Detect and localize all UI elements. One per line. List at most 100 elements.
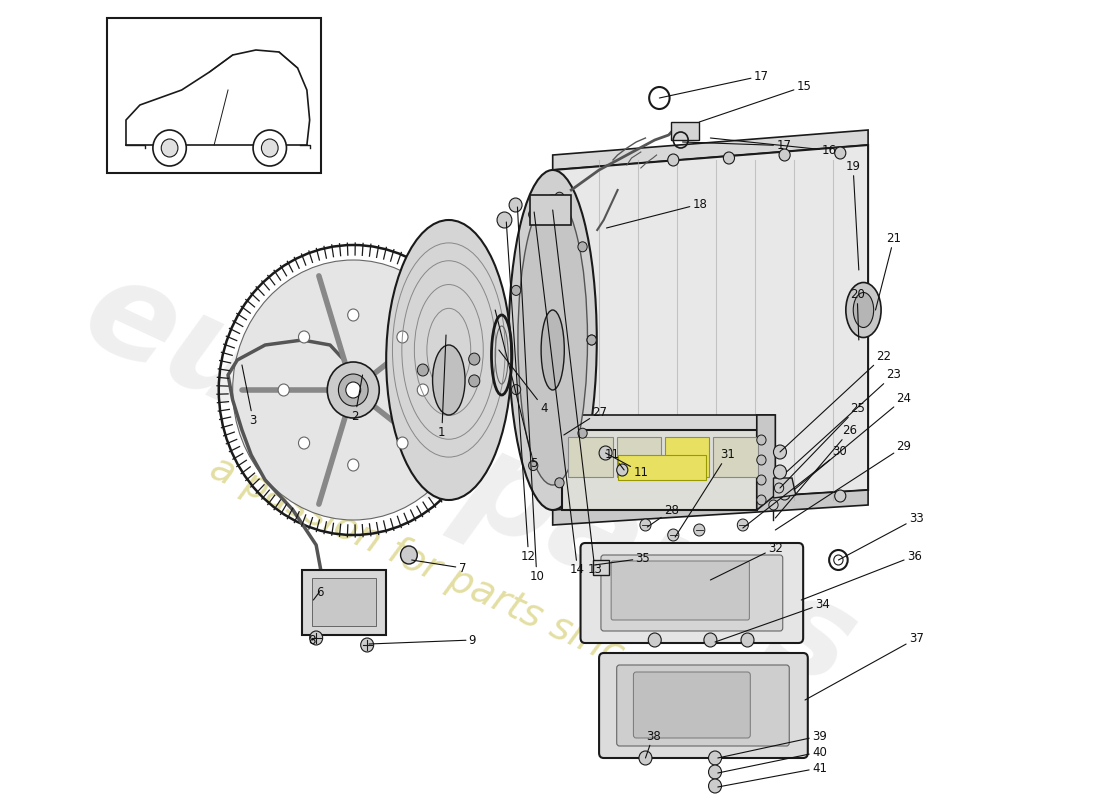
Circle shape — [298, 437, 309, 449]
Circle shape — [708, 765, 722, 779]
Text: 16: 16 — [711, 138, 837, 157]
Circle shape — [668, 529, 679, 541]
Text: 30: 30 — [742, 446, 847, 528]
Circle shape — [774, 483, 783, 493]
Text: 11: 11 — [605, 448, 624, 470]
Bar — [529, 195, 571, 225]
Circle shape — [512, 286, 520, 295]
Circle shape — [587, 335, 596, 345]
Circle shape — [668, 154, 679, 166]
Text: 2: 2 — [351, 375, 363, 422]
Circle shape — [757, 475, 766, 485]
FancyBboxPatch shape — [601, 555, 783, 631]
Circle shape — [278, 384, 289, 396]
Ellipse shape — [854, 293, 873, 327]
Circle shape — [779, 149, 790, 161]
Circle shape — [708, 779, 722, 793]
Circle shape — [529, 210, 538, 219]
Text: 7: 7 — [411, 560, 466, 574]
Bar — [311, 578, 376, 626]
Bar — [302, 570, 386, 635]
Text: 38: 38 — [646, 730, 660, 758]
Bar — [671, 122, 700, 140]
Text: 6: 6 — [314, 586, 323, 600]
Polygon shape — [552, 145, 868, 510]
Circle shape — [529, 461, 538, 470]
Text: 5: 5 — [495, 310, 538, 470]
Bar — [593, 560, 609, 575]
Text: 9: 9 — [368, 634, 476, 646]
Bar — [664, 437, 710, 477]
FancyBboxPatch shape — [581, 543, 803, 643]
Ellipse shape — [541, 310, 564, 390]
Ellipse shape — [432, 345, 465, 415]
Text: 19: 19 — [846, 160, 860, 270]
Polygon shape — [773, 478, 795, 498]
Text: 29: 29 — [776, 440, 912, 530]
Ellipse shape — [508, 170, 597, 510]
Circle shape — [704, 633, 717, 647]
Circle shape — [769, 500, 778, 510]
Polygon shape — [552, 130, 868, 170]
Text: 27: 27 — [564, 406, 607, 435]
Text: 18: 18 — [606, 198, 707, 228]
Text: 35: 35 — [594, 552, 650, 565]
Circle shape — [587, 335, 596, 345]
Bar — [713, 437, 758, 477]
Text: 39: 39 — [718, 730, 827, 758]
Text: 17: 17 — [683, 139, 791, 152]
Circle shape — [737, 519, 748, 531]
Circle shape — [361, 638, 374, 652]
Circle shape — [773, 445, 786, 459]
FancyBboxPatch shape — [617, 665, 789, 746]
Text: 41: 41 — [718, 762, 827, 787]
Text: 20: 20 — [849, 288, 865, 340]
Polygon shape — [552, 490, 868, 525]
Text: 32: 32 — [711, 542, 783, 580]
Circle shape — [835, 147, 846, 159]
Text: 12: 12 — [506, 222, 536, 562]
Bar — [108, 18, 321, 173]
Text: 36: 36 — [801, 550, 922, 600]
Circle shape — [724, 486, 735, 498]
Circle shape — [233, 260, 474, 520]
Text: 23: 23 — [786, 368, 901, 472]
Circle shape — [640, 519, 651, 531]
Ellipse shape — [518, 195, 587, 485]
Circle shape — [512, 385, 520, 394]
Circle shape — [741, 633, 754, 647]
Circle shape — [348, 459, 359, 471]
Text: 15: 15 — [700, 80, 812, 122]
Circle shape — [694, 524, 705, 536]
Text: 4: 4 — [499, 350, 548, 414]
Circle shape — [162, 139, 178, 157]
Circle shape — [328, 362, 380, 418]
Circle shape — [509, 198, 522, 212]
Circle shape — [298, 331, 309, 343]
Circle shape — [153, 130, 186, 166]
Text: 21: 21 — [876, 232, 901, 310]
Circle shape — [724, 152, 735, 164]
Text: 31: 31 — [675, 448, 735, 537]
Text: 17: 17 — [659, 70, 769, 98]
Circle shape — [253, 130, 286, 166]
Circle shape — [417, 384, 428, 396]
Text: 11: 11 — [606, 453, 648, 478]
Circle shape — [497, 212, 512, 228]
Circle shape — [262, 139, 278, 157]
Text: 37: 37 — [805, 632, 924, 700]
Circle shape — [310, 631, 322, 645]
Text: 28: 28 — [647, 504, 679, 527]
Circle shape — [578, 242, 587, 252]
Circle shape — [708, 751, 722, 765]
Circle shape — [757, 495, 766, 505]
Circle shape — [345, 382, 361, 398]
Circle shape — [773, 465, 786, 479]
Circle shape — [554, 192, 564, 202]
Polygon shape — [562, 430, 757, 510]
Circle shape — [578, 428, 587, 438]
Circle shape — [617, 464, 628, 476]
Text: a passion for parts since 1985: a passion for parts since 1985 — [205, 449, 752, 731]
FancyBboxPatch shape — [612, 561, 749, 620]
Ellipse shape — [846, 282, 881, 338]
